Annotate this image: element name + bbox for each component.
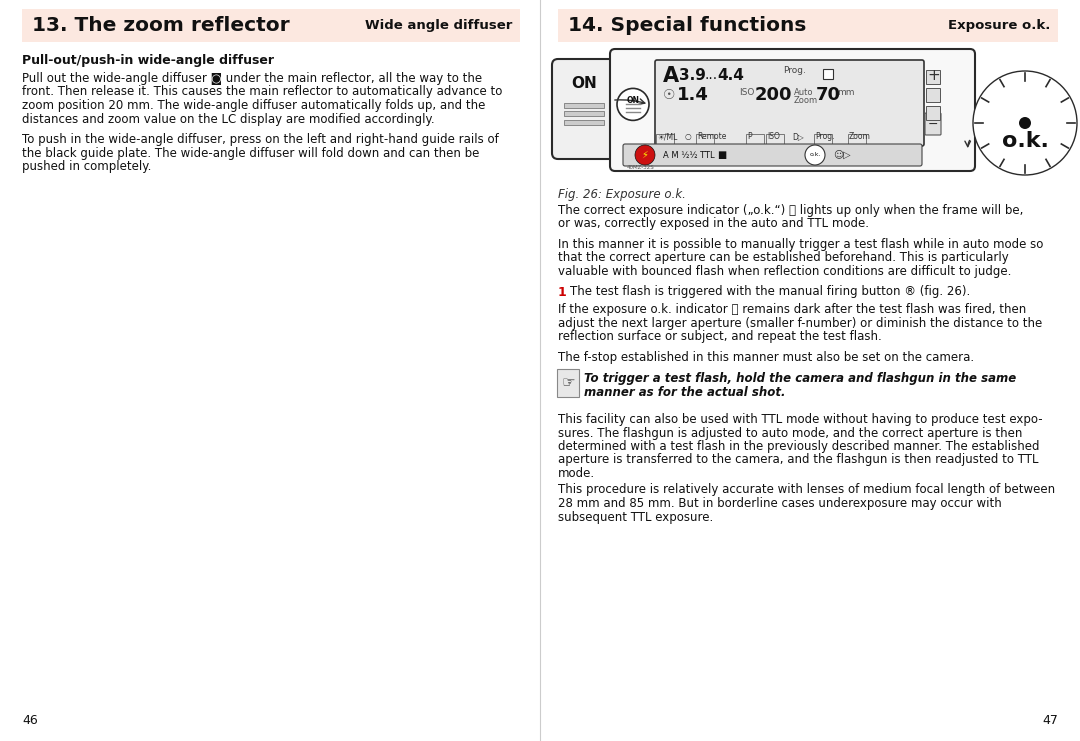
Circle shape (1020, 117, 1031, 129)
Text: 70: 70 (816, 86, 841, 104)
Text: To trigger a test flash, hold the camera and flashgun in the same: To trigger a test flash, hold the camera… (584, 372, 1016, 385)
Text: −: − (928, 118, 939, 130)
Text: +: + (928, 68, 941, 83)
FancyBboxPatch shape (656, 134, 674, 148)
Text: The f-stop established in this manner must also be set on the camera.: The f-stop established in this manner mu… (558, 350, 974, 364)
FancyBboxPatch shape (746, 134, 764, 148)
Circle shape (973, 71, 1077, 175)
Text: the black guide plate. The wide-angle diffuser will fold down and can then be: the black guide plate. The wide-angle di… (22, 147, 480, 159)
Text: ON: ON (626, 96, 639, 105)
Text: Wide angle diffuser: Wide angle diffuser (365, 19, 512, 32)
Text: 40MZ-32S: 40MZ-32S (627, 165, 654, 170)
Text: pushed in completely.: pushed in completely. (22, 160, 151, 173)
Text: front. Then release it. This causes the main reflector to automatically advance : front. Then release it. This causes the … (22, 85, 502, 99)
FancyBboxPatch shape (558, 9, 1058, 42)
FancyBboxPatch shape (766, 134, 784, 148)
Text: valuable with bounced flash when reflection conditions are difficult to judge.: valuable with bounced flash when reflect… (558, 265, 1011, 278)
Text: manner as for the actual shot.: manner as for the actual shot. (584, 385, 785, 399)
Text: 13. The zoom reflector: 13. The zoom reflector (32, 16, 289, 35)
Text: 1: 1 (558, 285, 567, 299)
Text: Pull out the wide-angle diffuser ◙ under the main reflector, all the way to the: Pull out the wide-angle diffuser ◙ under… (22, 72, 482, 85)
Text: 4.4: 4.4 (717, 68, 744, 83)
Text: ☞: ☞ (562, 376, 575, 391)
FancyBboxPatch shape (926, 70, 940, 84)
Text: In this manner it is possible to manually trigger a test flash while in auto mod: In this manner it is possible to manuall… (558, 238, 1043, 251)
FancyBboxPatch shape (848, 134, 866, 148)
Text: 14. Special functions: 14. Special functions (568, 16, 807, 35)
Text: A M ½½ TTL: A M ½½ TTL (663, 150, 715, 159)
Text: distances and zoom value on the LC display are modified accordingly.: distances and zoom value on the LC displ… (22, 113, 434, 125)
Text: ■: ■ (717, 150, 726, 160)
Text: ☉: ☉ (663, 88, 675, 102)
Text: ⚡: ⚡ (642, 150, 648, 160)
Text: Zoom: Zoom (794, 96, 819, 105)
Text: 200: 200 (755, 86, 793, 104)
FancyBboxPatch shape (557, 369, 579, 397)
Text: 1.4: 1.4 (677, 86, 708, 104)
FancyBboxPatch shape (654, 60, 924, 146)
Circle shape (617, 88, 649, 120)
Circle shape (987, 85, 1063, 161)
Text: o.k.: o.k. (809, 153, 821, 158)
Text: Exposure o.k.: Exposure o.k. (947, 19, 1050, 32)
Text: To push in the wide-angle diffuser, press on the left and right-hand guide rails: To push in the wide-angle diffuser, pres… (22, 133, 499, 146)
FancyBboxPatch shape (926, 88, 940, 102)
FancyBboxPatch shape (610, 49, 975, 171)
FancyBboxPatch shape (22, 9, 519, 42)
Text: Zoom: Zoom (849, 132, 870, 141)
Text: ☺▷: ☺▷ (833, 150, 851, 160)
Text: reflection surface or subject, and repeat the test flash.: reflection surface or subject, and repea… (558, 330, 881, 343)
Circle shape (805, 145, 825, 165)
Text: P: P (747, 132, 752, 141)
FancyBboxPatch shape (564, 120, 604, 125)
Text: 3.9: 3.9 (679, 68, 706, 83)
FancyBboxPatch shape (814, 134, 832, 148)
Text: aperture is transferred to the camera, and the flashgun is then readjusted to TT: aperture is transferred to the camera, a… (558, 453, 1039, 467)
Text: ISO: ISO (739, 88, 754, 97)
Text: 46: 46 (22, 714, 38, 727)
Text: determined with a test flash in the previously described manner. The established: determined with a test flash in the prev… (558, 440, 1039, 453)
Text: 28 mm and 85 mm. But in borderline cases underexposure may occur with: 28 mm and 85 mm. But in borderline cases… (558, 497, 1002, 510)
Text: The correct exposure indicator („o.k.“) ⓐ lights up only when the frame will be,: The correct exposure indicator („o.k.“) … (558, 204, 1024, 217)
Text: This facility can also be used with TTL mode without having to produce test expo: This facility can also be used with TTL … (558, 413, 1042, 426)
Text: mm: mm (837, 88, 854, 97)
Text: This procedure is relatively accurate with lenses of medium focal length of betw: This procedure is relatively accurate wi… (558, 483, 1055, 496)
Text: Pull-out/push-in wide-angle diffuser: Pull-out/push-in wide-angle diffuser (22, 54, 274, 67)
Text: 47: 47 (1042, 714, 1058, 727)
Text: ISO: ISO (767, 132, 780, 141)
Text: Fig. 26: Exposure o.k.: Fig. 26: Exposure o.k. (558, 188, 686, 201)
Text: ON: ON (571, 76, 597, 90)
Text: o.k.: o.k. (1001, 131, 1049, 151)
Text: Remote: Remote (697, 132, 727, 141)
FancyBboxPatch shape (564, 102, 604, 107)
Text: that the correct aperture can be established beforehand. This is particularly: that the correct aperture can be establi… (558, 251, 1009, 265)
Text: mode.: mode. (558, 467, 595, 480)
Circle shape (635, 145, 654, 165)
Text: sures. The flashgun is adjusted to auto mode, and the correct aperture is then: sures. The flashgun is adjusted to auto … (558, 427, 1023, 439)
Text: or was, correctly exposed in the auto and TTL mode.: or was, correctly exposed in the auto an… (558, 218, 869, 230)
Text: Prog.: Prog. (783, 66, 806, 75)
Text: ...: ... (705, 68, 718, 82)
Text: If the exposure o.k. indicator ⓐ remains dark after the test flash was fired, th: If the exposure o.k. indicator ⓐ remains… (558, 303, 1026, 316)
Text: ○: ○ (685, 132, 691, 141)
Text: Auto: Auto (794, 88, 813, 97)
FancyBboxPatch shape (696, 134, 714, 148)
Text: D▷: D▷ (792, 132, 804, 141)
Text: ☀/ML: ☀/ML (657, 132, 677, 141)
FancyBboxPatch shape (564, 111, 604, 116)
Text: The test flash is triggered with the manual firing button ® (fig. 26).: The test flash is triggered with the man… (570, 285, 970, 299)
Text: A: A (663, 66, 679, 86)
Text: subsequent TTL exposure.: subsequent TTL exposure. (558, 511, 713, 523)
Text: zoom position 20 mm. The wide-angle diffuser automatically folds up, and the: zoom position 20 mm. The wide-angle diff… (22, 99, 485, 112)
Text: Prog.: Prog. (815, 132, 835, 141)
FancyBboxPatch shape (924, 113, 941, 135)
FancyBboxPatch shape (926, 106, 940, 120)
Text: adjust the next larger aperture (smaller f-number) or diminish the distance to t: adjust the next larger aperture (smaller… (558, 316, 1042, 330)
FancyBboxPatch shape (623, 144, 922, 166)
FancyBboxPatch shape (552, 59, 616, 159)
FancyBboxPatch shape (823, 69, 833, 79)
